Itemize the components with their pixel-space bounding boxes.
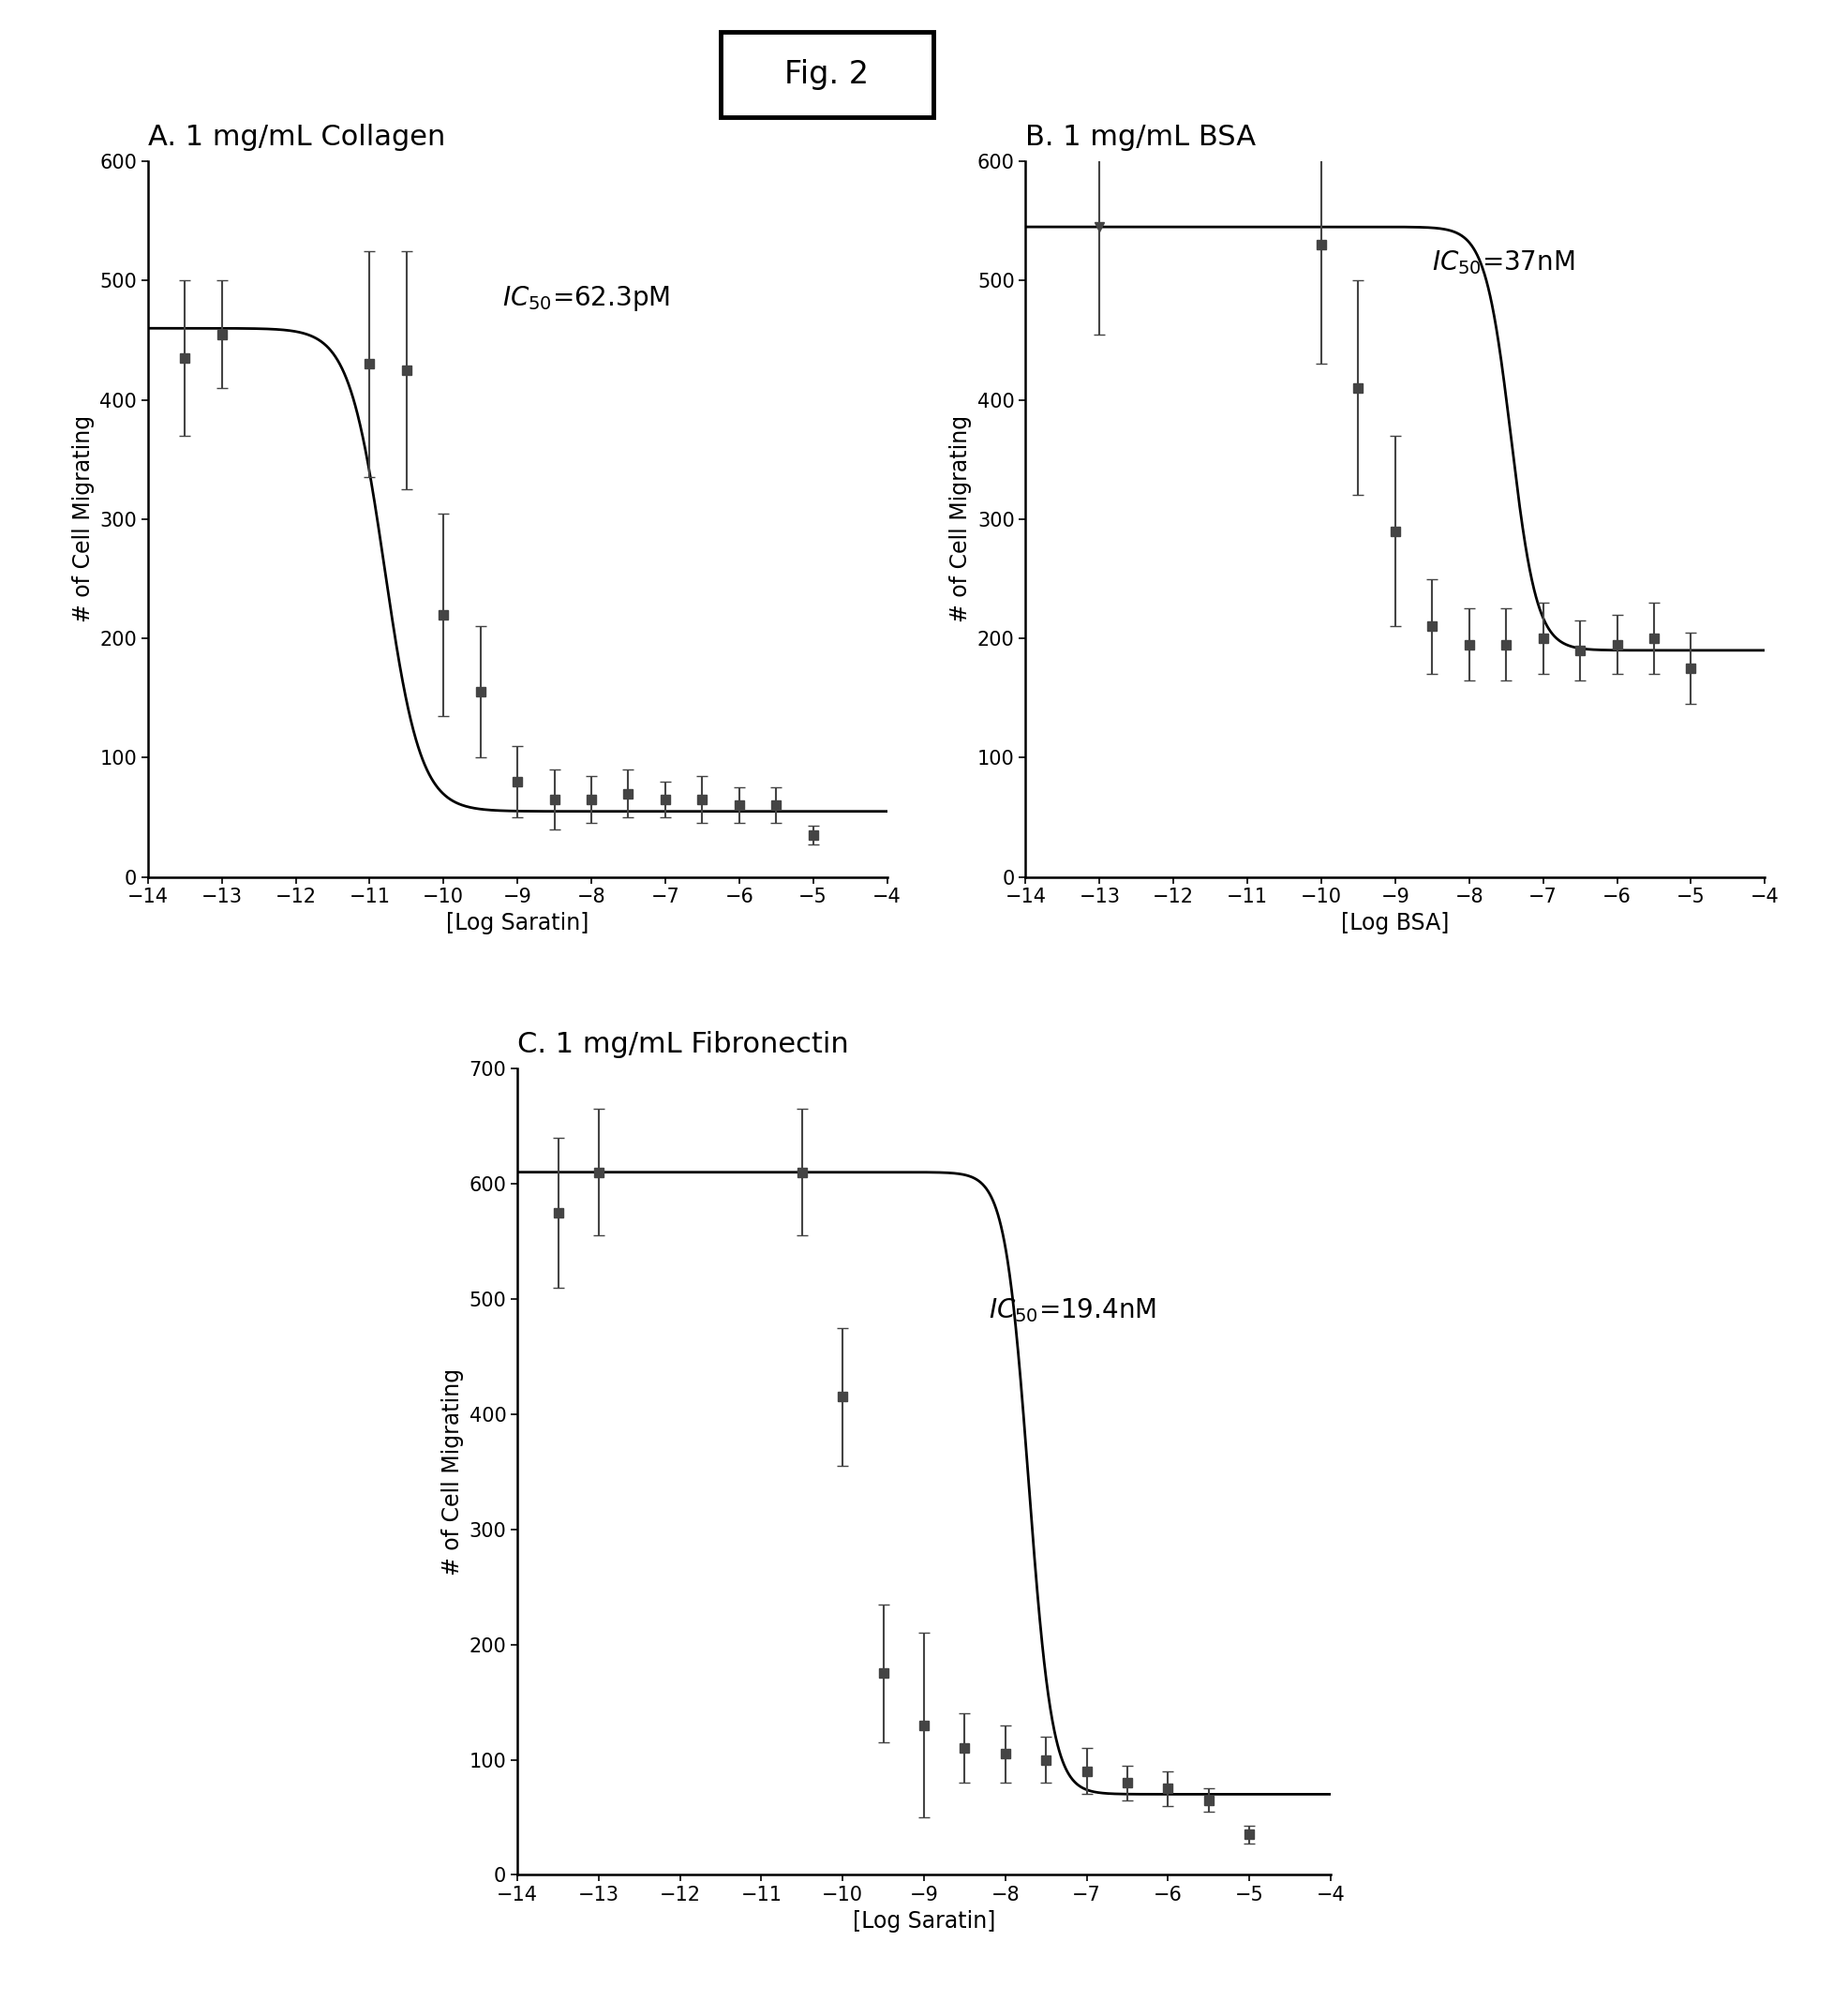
X-axis label: [Log Saratin]: [Log Saratin]	[445, 911, 590, 935]
Text: C. 1 mg/mL Fibronectin: C. 1 mg/mL Fibronectin	[517, 1032, 848, 1058]
Y-axis label: # of Cell Migrating: # of Cell Migrating	[950, 415, 972, 623]
Text: $\mathit{IC}_{50}$=62.3pM: $\mathit{IC}_{50}$=62.3pM	[503, 284, 671, 312]
X-axis label: [Log BSA]: [Log BSA]	[1342, 911, 1449, 935]
Text: A. 1 mg/mL Collagen: A. 1 mg/mL Collagen	[148, 125, 445, 151]
Y-axis label: # of Cell Migrating: # of Cell Migrating	[72, 415, 94, 623]
Text: $\mathit{IC}_{50}$=19.4nM: $\mathit{IC}_{50}$=19.4nM	[989, 1296, 1157, 1325]
Text: B. 1 mg/mL BSA: B. 1 mg/mL BSA	[1026, 125, 1257, 151]
X-axis label: [Log Saratin]: [Log Saratin]	[852, 1909, 996, 1933]
Text: Fig. 2: Fig. 2	[785, 58, 869, 91]
Y-axis label: # of Cell Migrating: # of Cell Migrating	[442, 1369, 464, 1574]
Text: $\mathit{IC}_{50}$=37nM: $\mathit{IC}_{50}$=37nM	[1432, 248, 1574, 276]
